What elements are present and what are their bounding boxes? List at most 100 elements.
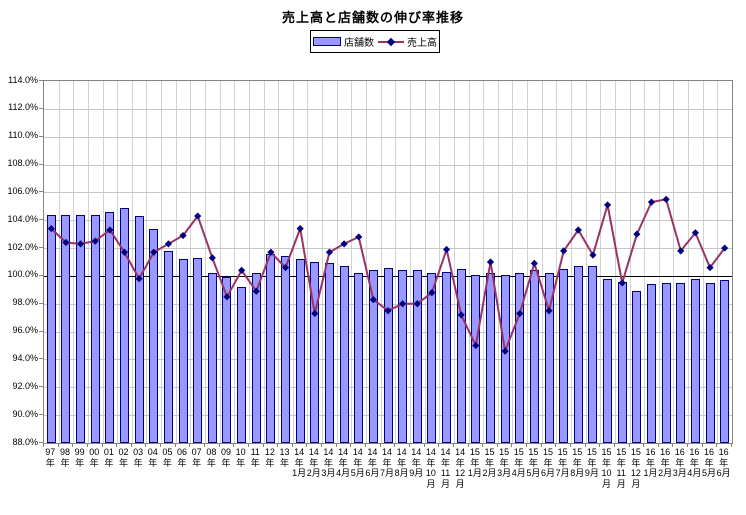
sales-line <box>50 198 726 355</box>
x-tick-mark <box>160 443 162 447</box>
store-count-bar <box>251 273 261 443</box>
x-tick-label: 99 年 <box>74 447 85 468</box>
sales-point-marker <box>530 259 538 267</box>
sales-point-marker <box>486 258 495 266</box>
vertical-gridline <box>131 81 133 443</box>
vertical-gridline <box>614 81 616 443</box>
vertical-gridline <box>512 81 514 443</box>
vertical-gridline <box>175 81 177 443</box>
store-count-bar <box>105 211 115 443</box>
vertical-gridline <box>263 81 265 443</box>
sales-point-marker <box>603 201 612 209</box>
store-count-bar <box>120 207 129 443</box>
x-tick-mark <box>467 443 469 447</box>
store-count-bar <box>383 267 393 443</box>
sales-point-marker <box>194 212 202 220</box>
vertical-gridline <box>278 81 280 443</box>
vertical-gridline <box>673 81 675 443</box>
sales-point-marker <box>442 245 451 254</box>
x-tick-label: 14 年 5月 <box>350 447 365 478</box>
sales-point-marker <box>340 240 348 248</box>
x-tick-label: 15 年 3月 <box>497 447 512 478</box>
y-tick-label: 114.0% <box>8 74 38 85</box>
store-count-bar <box>661 282 671 443</box>
x-tick-label: 11 年 <box>250 447 260 468</box>
x-tick-mark <box>72 443 74 447</box>
x-tick-label: 14 年 9月 <box>409 447 424 478</box>
x-tick-label: 15 年 9月 <box>584 447 599 478</box>
store-count-bar <box>485 273 495 443</box>
y-tick-label: 94.0% <box>12 352 38 363</box>
sales-line-swatch-icon <box>378 37 404 47</box>
store-count-bar <box>163 250 173 443</box>
vertical-gridline <box>87 81 89 443</box>
x-tick-mark <box>438 443 440 447</box>
x-tick-mark <box>569 443 571 447</box>
vertical-gridline <box>117 81 119 443</box>
vertical-gridline <box>366 81 368 443</box>
x-tick-mark <box>408 443 410 447</box>
x-tick-mark <box>394 443 396 447</box>
store-count-bar <box>471 274 481 443</box>
x-tick-label: 16 年 5月 <box>702 447 717 478</box>
y-tick-mark <box>39 191 43 193</box>
x-tick-label: 13 年 <box>279 447 290 468</box>
x-tick-mark <box>643 443 645 447</box>
sales-point-marker <box>252 287 260 295</box>
vertical-gridline <box>307 81 309 443</box>
x-tick-mark <box>379 443 381 447</box>
store-count-bar <box>690 278 700 443</box>
vertical-gridline <box>248 81 250 443</box>
vertical-gridline <box>556 81 558 443</box>
store-count-bar <box>134 216 144 443</box>
vertical-gridline <box>351 81 353 443</box>
horizontal-gridline <box>44 248 732 250</box>
vertical-gridline <box>234 81 236 443</box>
sales-point-marker <box>62 238 70 247</box>
vertical-gridline <box>146 81 148 443</box>
y-tick-mark <box>39 330 43 332</box>
store-count-bar <box>193 257 203 443</box>
x-tick-label: 04 年 <box>147 447 158 468</box>
y-tick-mark <box>39 386 43 388</box>
x-tick-label: 16 年 2月 <box>658 447 673 478</box>
sales-point-marker <box>618 279 626 287</box>
y-tick-label: 98.0% <box>12 297 38 308</box>
x-tick-label: 09 年 <box>220 447 231 468</box>
x-tick-mark <box>145 443 147 447</box>
sales-point-marker <box>472 341 480 350</box>
store-count-bar <box>632 291 642 443</box>
sales-point-marker <box>691 229 700 237</box>
x-tick-mark <box>57 443 59 447</box>
store-count-bar <box>222 277 232 443</box>
x-tick-label: 15 年 11 月 <box>616 447 627 489</box>
x-tick-label: 03 年 <box>133 447 144 468</box>
x-tick-mark <box>189 443 191 447</box>
y-tick-label: 100.0% <box>7 269 38 280</box>
x-tick-mark <box>526 443 528 447</box>
vertical-gridline <box>717 81 719 443</box>
store-count-swatch-icon <box>313 37 341 46</box>
x-tick-mark <box>584 443 586 447</box>
x-tick-mark <box>262 443 264 447</box>
x-tick-label: 00 年 <box>89 447 100 468</box>
store-count-bar <box>398 270 408 443</box>
vertical-gridline <box>541 81 543 443</box>
x-tick-label: 15 年 2月 <box>482 447 497 478</box>
sales-point-marker <box>106 226 114 234</box>
store-count-bar <box>46 214 56 443</box>
vertical-gridline <box>395 81 397 443</box>
sales-point-marker <box>384 307 392 315</box>
legend-label-sales: 売上高 <box>407 38 437 49</box>
sales-point-marker <box>355 233 363 241</box>
x-tick-mark <box>247 443 249 447</box>
store-count-bar <box>500 274 510 443</box>
sales-point-marker <box>281 263 290 272</box>
y-tick-mark <box>39 80 43 81</box>
x-tick-mark <box>482 443 484 447</box>
x-tick-label: 98 年 <box>59 447 70 468</box>
chart-title: 売上高と店舗数の伸び率推移 <box>281 10 464 25</box>
sales-point-marker <box>516 309 524 318</box>
x-tick-label: 14 年 10 月 <box>425 447 436 489</box>
